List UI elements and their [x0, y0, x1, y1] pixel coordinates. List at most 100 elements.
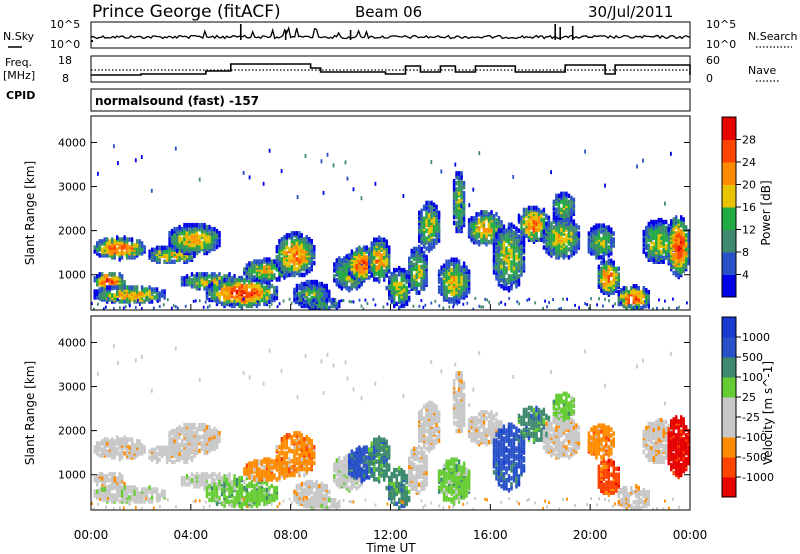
power-cell: [313, 260, 316, 266]
power-cell: [420, 264, 423, 270]
power-cell: [560, 219, 563, 224]
power-cell: [650, 233, 653, 239]
power-cell: [253, 283, 256, 289]
power-cell: [225, 295, 229, 301]
power-cell: [497, 234, 501, 239]
power-cell: [420, 212, 423, 218]
power-cell: [335, 258, 338, 263]
velocity-cell: [170, 436, 174, 442]
power-cell: [295, 250, 299, 256]
power-cell: [440, 281, 443, 286]
power-cell: [233, 295, 236, 301]
power-cell: [488, 300, 491, 304]
power-cell: [485, 228, 488, 233]
power-cell: [338, 266, 341, 271]
velocity-cell: [183, 432, 186, 438]
power-cell: [188, 230, 191, 236]
power-cell: [313, 287, 316, 293]
power-cell: [305, 291, 308, 297]
power-cell: [205, 224, 209, 230]
power-cell: [116, 247, 119, 252]
power-cell: [662, 241, 665, 247]
power-cell: [204, 300, 207, 304]
power-cell: [456, 302, 459, 306]
power-cell: [298, 231, 301, 236]
power-cell: [360, 251, 363, 256]
power-cell: [323, 293, 326, 299]
power-cell: [665, 225, 668, 231]
power-cell: [278, 254, 281, 260]
power-cell: [193, 222, 196, 228]
power-cell: [502, 224, 506, 229]
power-cell: [173, 259, 176, 264]
power-cell: [398, 265, 401, 271]
power-cell: [295, 287, 299, 293]
power-colorbar-tick-label: 8: [742, 246, 749, 259]
power-cell: [388, 245, 391, 250]
power-cell: [385, 253, 388, 258]
velocity-cell: [113, 439, 116, 444]
power-cell: [477, 233, 481, 239]
power-cell: [116, 285, 119, 290]
power-cell: [522, 227, 526, 233]
velocity-cell: [125, 451, 129, 456]
power-cell: [101, 291, 104, 296]
power-cell: [134, 158, 137, 163]
power-cell: [228, 272, 231, 277]
power-cell: [174, 305, 177, 309]
power-cell: [117, 161, 119, 166]
power-cell: [208, 280, 211, 285]
power-cell: [243, 285, 246, 291]
power-cell: [462, 185, 466, 190]
power-cell: [268, 148, 271, 153]
power-cell: [452, 305, 455, 309]
power-cell: [565, 191, 568, 197]
power-cell: [93, 245, 96, 250]
velocity-cell: [103, 437, 106, 442]
power-cell: [340, 258, 343, 263]
power-cell: [305, 235, 308, 240]
velocity-cell: [130, 437, 134, 442]
power-cell: [185, 230, 189, 236]
power-cell: [195, 284, 199, 289]
velocity-cell: [173, 446, 176, 452]
velocity-cell: [125, 491, 129, 496]
power-cell: [457, 299, 461, 304]
power-cell: [290, 264, 294, 270]
power-cell: [268, 299, 271, 305]
power-cell: [652, 307, 654, 310]
power-cell: [535, 205, 538, 211]
power-cell: [150, 295, 154, 300]
power-cell: [455, 295, 458, 300]
power-cell: [607, 249, 610, 254]
velocity-cell: [98, 472, 101, 477]
power-cell: [537, 223, 541, 229]
velocity-cell: [165, 445, 169, 451]
power-cell: [116, 276, 119, 281]
power-cell: [203, 232, 206, 238]
power-cell: [370, 247, 373, 252]
power-cell: [545, 221, 548, 226]
velocity-cell: [116, 485, 119, 490]
power-cell: [413, 246, 416, 252]
power-cell: [430, 160, 433, 165]
velocity-cell: [160, 489, 164, 494]
power-cell: [500, 300, 503, 304]
power-cell: [178, 242, 181, 248]
power-cell: [602, 241, 605, 246]
velocity-cell: [103, 493, 106, 498]
power-cell: [467, 218, 471, 223]
power-cell: [111, 293, 114, 298]
power-cell: [608, 299, 610, 303]
power-cell: [101, 247, 104, 252]
power-cell: [484, 297, 487, 301]
power-cell: [278, 302, 281, 306]
power-cell: [205, 230, 209, 236]
power-cell: [440, 265, 443, 270]
power-cell: [500, 228, 503, 233]
power-cell: [253, 297, 256, 303]
power-cell: [268, 295, 271, 301]
velocity-cell: [168, 451, 171, 457]
power-cell: [670, 219, 673, 224]
